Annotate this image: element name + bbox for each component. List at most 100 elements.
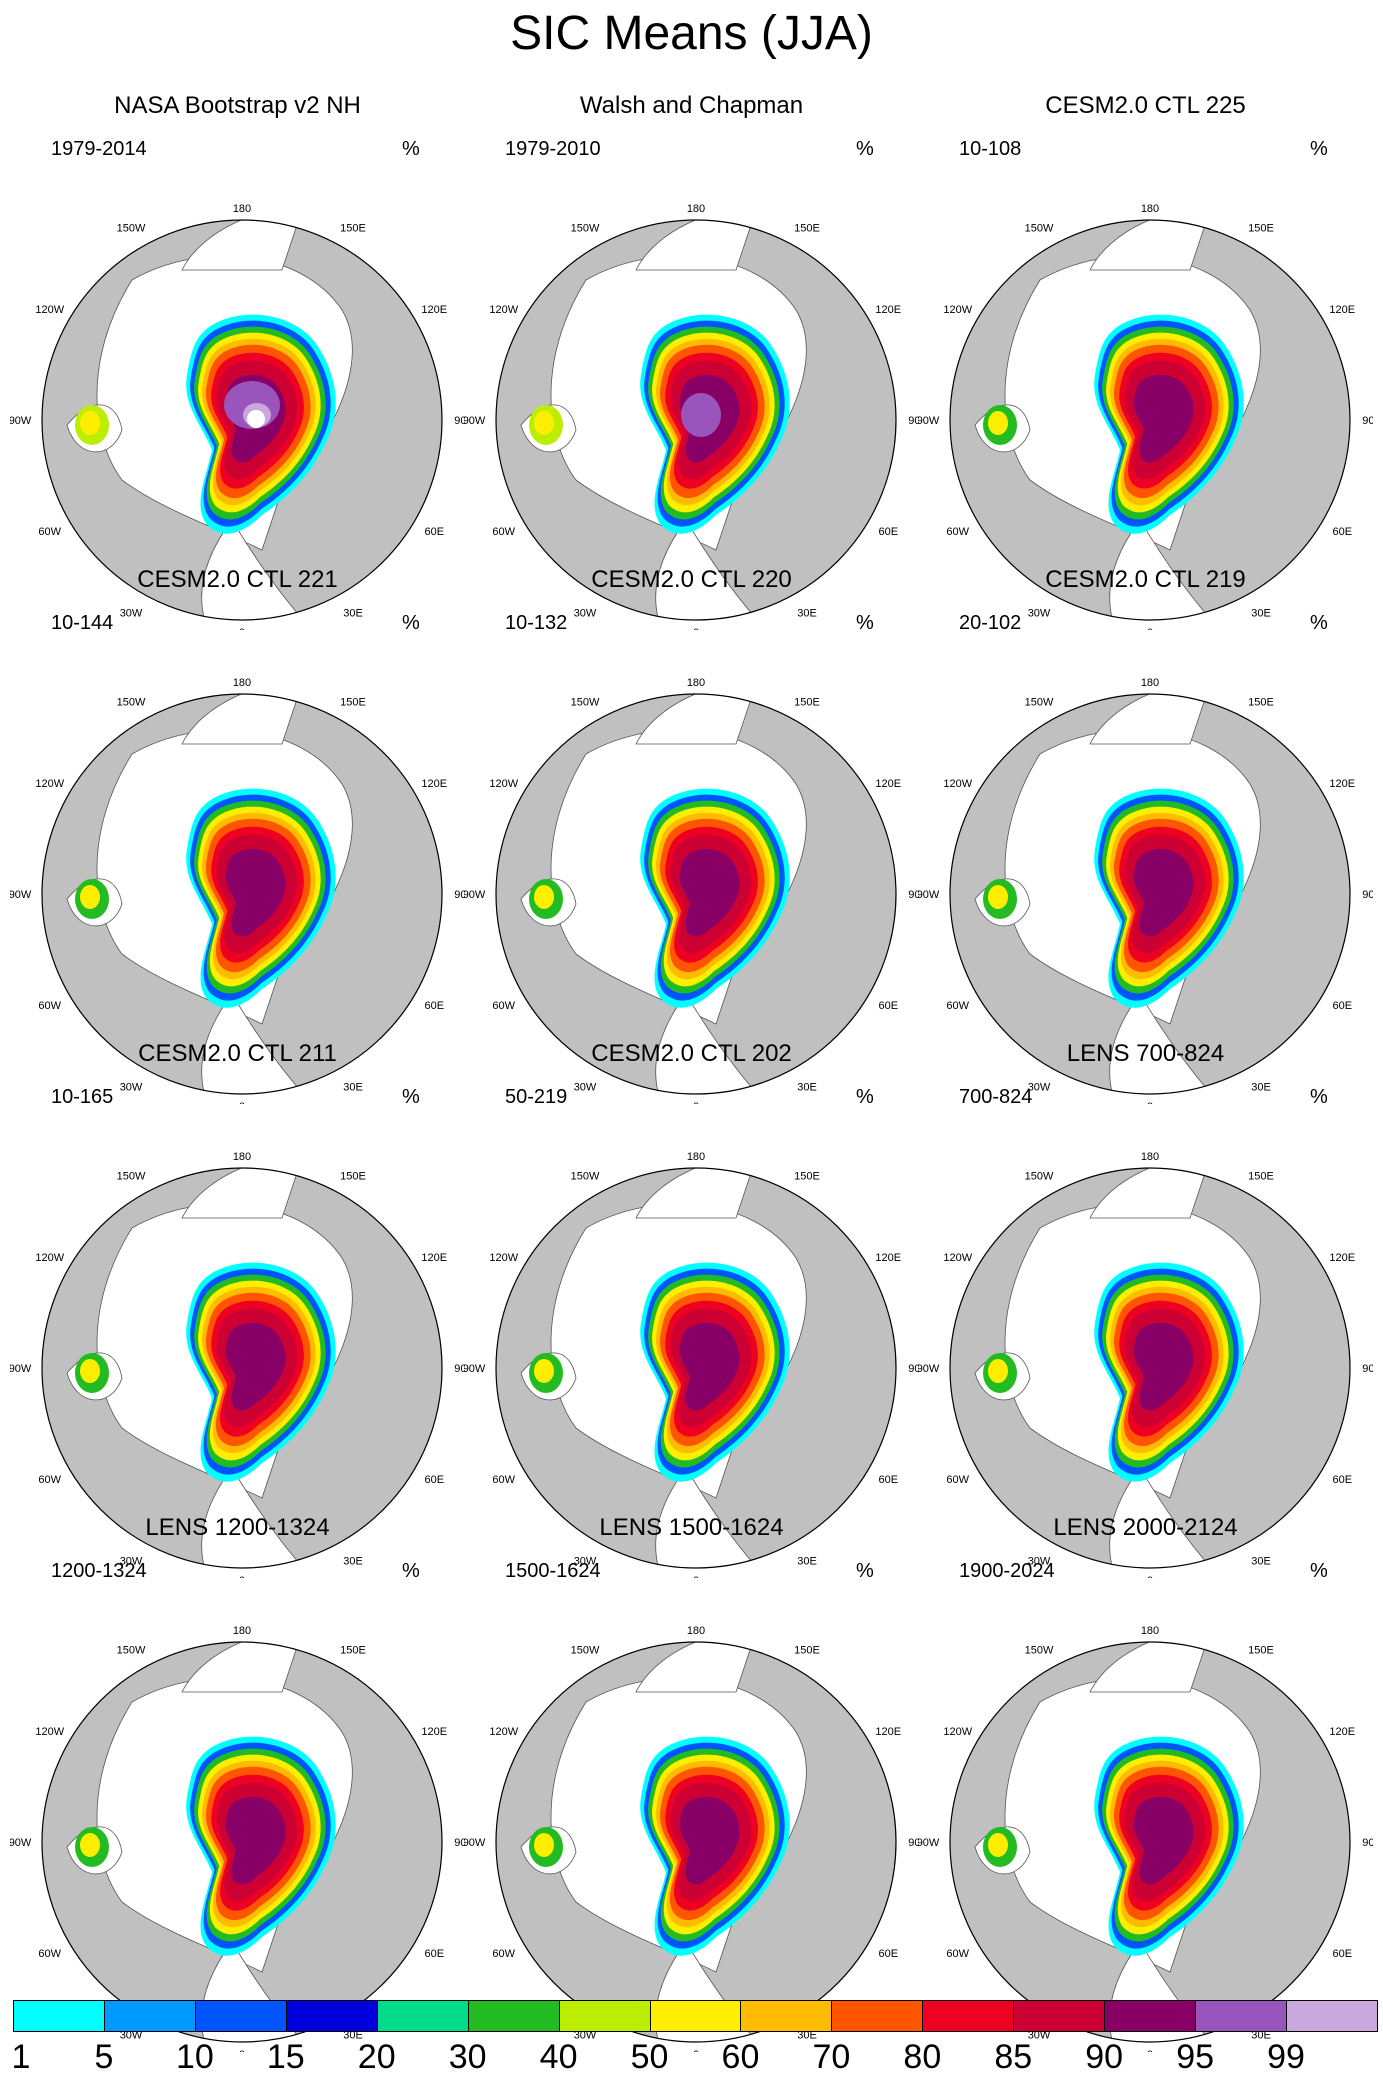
panel-years: 700-824 — [959, 1086, 1033, 1108]
ocean-area — [635, 220, 757, 271]
longitude-label: 90E — [454, 1837, 465, 1849]
longitude-label: 150W — [571, 223, 600, 235]
colorbar-label: 30 — [448, 2038, 487, 2076]
panel-title: LENS 2000-2124 — [1053, 1514, 1238, 1541]
longitude-label: 120E — [421, 778, 447, 790]
longitude-label: 150E — [1248, 697, 1274, 709]
longitude-label: 60E — [424, 1000, 444, 1012]
longitude-label: 150E — [340, 1171, 366, 1183]
panel-years: 1979-2014 — [51, 138, 147, 160]
colorbar-swatch — [1013, 2000, 1106, 2032]
longitude-label: 90W — [10, 415, 32, 427]
longitude-label: 90E — [1362, 1837, 1373, 1849]
longitude-label: 150W — [571, 1171, 600, 1183]
longitude-label: 120E — [875, 304, 901, 316]
longitude-label: 120W — [35, 1726, 64, 1738]
panel-years: 50-219 — [505, 1086, 568, 1108]
longitude-label: 90W — [10, 1837, 32, 1849]
panel-years: 1200-1324 — [51, 1560, 147, 1582]
panel-title: CESM2.0 CTL 220 — [591, 566, 792, 593]
colorbar-label: 15 — [266, 2038, 305, 2076]
ocean-area — [635, 1168, 757, 1219]
longitude-label: 60E — [424, 1948, 444, 1960]
longitude-label: 90E — [908, 415, 919, 427]
longitude-label: 90W — [464, 1363, 486, 1375]
longitude-label: 120E — [421, 1726, 447, 1738]
longitude-label: 150E — [794, 223, 820, 235]
polar-map: 180 150E 120E 90E 60E 30E 0 30W 60W 90W 120W 150W — [464, 677, 919, 1104]
longitude-label: 30W — [120, 1555, 143, 1567]
ocean-area — [655, 519, 777, 620]
longitude-label: 120W — [35, 1252, 64, 1264]
colorbar-label: 20 — [357, 2038, 396, 2076]
longitude-label: 120W — [489, 1726, 518, 1738]
longitude-label: 60W — [38, 526, 61, 538]
longitude-label: 120W — [943, 1726, 972, 1738]
longitude-label: 90W — [464, 415, 486, 427]
panel-units: % — [1310, 138, 1328, 160]
longitude-label: 30W — [1028, 607, 1051, 619]
ocean-area — [635, 694, 757, 745]
panel-units: % — [1310, 1560, 1328, 1582]
longitude-label: 90E — [1362, 415, 1373, 427]
map-panel: CESM2.0 CTL 219 180 150E 120E 90E 60E 30E 0 30W 6… — [918, 474, 1373, 1104]
ocean-area — [635, 1642, 757, 1693]
colorbar-swatch — [1286, 2000, 1378, 2032]
map-panel: LENS 1500-1624 180 150E 120E 90E 60E 30E 0 30W 60… — [464, 1422, 919, 2052]
colorbar-label: 85 — [994, 2038, 1033, 2076]
panel-years: 10-108 — [959, 138, 1022, 160]
longitude-label: 30E — [797, 1555, 817, 1567]
longitude-label: 30W — [574, 607, 597, 619]
longitude-label: 0 — [693, 1575, 699, 1578]
longitude-label: 120E — [1329, 1252, 1355, 1264]
ocean-area — [1109, 1467, 1231, 1568]
longitude-label: 150E — [1248, 223, 1274, 235]
ocean-area — [201, 519, 323, 620]
longitude-label: 0 — [239, 2049, 245, 2052]
longitude-label: 150W — [571, 697, 600, 709]
colorbar-label: 50 — [630, 2038, 669, 2076]
longitude-label: 0 — [1147, 627, 1153, 630]
map-panel: LENS 1200-1324 180 150E 120E 90E 60E 30E 0 30W 60… — [10, 1422, 465, 2052]
colorbar-swatch — [103, 2000, 196, 2032]
map-boundary — [41, 219, 443, 621]
panel-years: 10-132 — [505, 612, 568, 634]
longitude-label: 90W — [918, 889, 940, 901]
panel-units: % — [402, 612, 420, 634]
colorbar-swatch — [194, 2000, 287, 2032]
panel-years: 10-165 — [51, 1086, 114, 1108]
sea-ice-field — [1094, 314, 1244, 534]
map-boundary — [41, 1641, 443, 2043]
map-panel: CESM2.0 CTL 211 180 150E 120E 90E 60E 30E 0 30W 6… — [10, 948, 465, 1578]
longitude-label: 120W — [943, 778, 972, 790]
colorbar-swatch — [1195, 2000, 1288, 2032]
colorbar-swatch — [649, 2000, 742, 2032]
longitude-label: 150E — [794, 1171, 820, 1183]
longitude-label: 60E — [878, 1474, 898, 1486]
panel-years: 1900-2024 — [959, 1560, 1055, 1582]
colorbar-swatch — [922, 2000, 1015, 2032]
longitude-label: 120E — [875, 1726, 901, 1738]
polar-map: 180 150E 120E 90E 60E 30E 0 30W 60W 90W 120W 150W — [10, 1151, 465, 1578]
longitude-label: 90E — [454, 415, 465, 427]
panel-title: CESM2.0 CTL 221 — [137, 566, 338, 593]
longitude-label: 150E — [794, 697, 820, 709]
sea-ice-field — [640, 788, 790, 1008]
panel-units: % — [856, 612, 874, 634]
longitude-label: 60W — [946, 1948, 969, 1960]
longitude-label: 90W — [918, 1837, 940, 1849]
panel-title: CESM2.0 CTL 219 — [1045, 566, 1246, 593]
longitude-label: 0 — [693, 627, 699, 630]
longitude-label: 30E — [1251, 1081, 1271, 1093]
ocean-area — [1109, 993, 1231, 1094]
longitude-label: 0 — [1147, 1101, 1153, 1104]
longitude-label: 0 — [693, 2049, 699, 2052]
ocean-area — [1089, 1168, 1211, 1219]
longitude-label: 150W — [571, 1645, 600, 1657]
ocean-area — [1089, 1642, 1211, 1693]
polar-map: 180 150E 120E 90E 60E 30E 0 30W 60W 90W 120W 150W — [10, 1625, 465, 2052]
longitude-label: 180 — [1141, 203, 1159, 215]
ocean-area — [1109, 519, 1231, 620]
polar-map: 180 150E 120E 90E 60E 30E 0 30W 60W 90W 120W 150W — [918, 1625, 1373, 2052]
